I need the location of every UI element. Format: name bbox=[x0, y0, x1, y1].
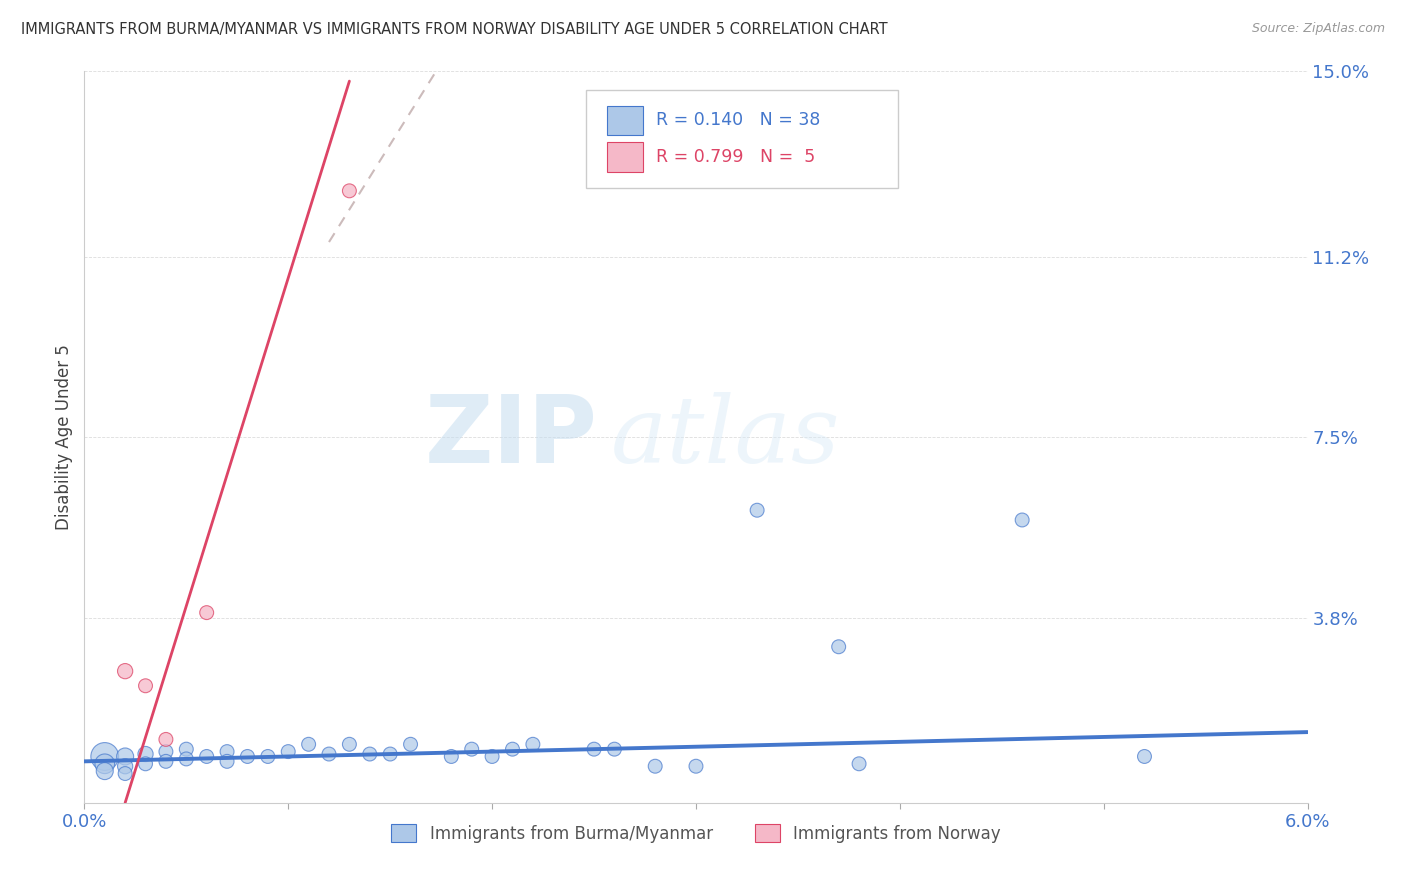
Point bbox=[685, 759, 707, 773]
FancyBboxPatch shape bbox=[586, 90, 898, 188]
Point bbox=[176, 742, 198, 756]
Point bbox=[93, 764, 117, 778]
Point bbox=[114, 749, 136, 764]
Text: R = 0.140   N = 38: R = 0.140 N = 38 bbox=[655, 112, 820, 129]
Point bbox=[318, 747, 340, 761]
Point bbox=[195, 606, 218, 620]
Point bbox=[603, 742, 626, 756]
Point bbox=[155, 732, 177, 747]
Point bbox=[114, 664, 136, 678]
Text: IMMIGRANTS FROM BURMA/MYANMAR VS IMMIGRANTS FROM NORWAY DISABILITY AGE UNDER 5 C: IMMIGRANTS FROM BURMA/MYANMAR VS IMMIGRA… bbox=[21, 22, 887, 37]
Legend: Immigrants from Burma/Myanmar, Immigrants from Norway: Immigrants from Burma/Myanmar, Immigrant… bbox=[385, 818, 1007, 849]
Point bbox=[217, 755, 239, 769]
Point bbox=[155, 745, 177, 759]
Point bbox=[502, 742, 524, 756]
Point bbox=[135, 679, 157, 693]
Point bbox=[339, 737, 361, 751]
Point bbox=[481, 749, 503, 764]
Y-axis label: Disability Age Under 5: Disability Age Under 5 bbox=[55, 344, 73, 530]
Point bbox=[380, 747, 402, 761]
Bar bbox=[606, 106, 644, 135]
Point bbox=[176, 752, 198, 766]
Point bbox=[583, 742, 606, 756]
Text: R = 0.799   N =  5: R = 0.799 N = 5 bbox=[655, 148, 815, 166]
Point bbox=[522, 737, 544, 751]
Point bbox=[217, 745, 239, 759]
Point bbox=[461, 742, 484, 756]
Point bbox=[277, 745, 299, 759]
Point bbox=[848, 756, 870, 771]
Point bbox=[195, 749, 218, 764]
Point bbox=[135, 756, 157, 771]
Point bbox=[359, 747, 381, 761]
Point bbox=[114, 766, 136, 780]
Point bbox=[257, 749, 280, 764]
Point bbox=[93, 749, 117, 764]
Point bbox=[1011, 513, 1033, 527]
Point bbox=[644, 759, 666, 773]
Point bbox=[440, 749, 463, 764]
Point bbox=[339, 184, 361, 198]
Text: ZIP: ZIP bbox=[425, 391, 598, 483]
Point bbox=[155, 755, 177, 769]
Text: Source: ZipAtlas.com: Source: ZipAtlas.com bbox=[1251, 22, 1385, 36]
Point bbox=[93, 756, 117, 771]
Point bbox=[1133, 749, 1156, 764]
Point bbox=[399, 737, 422, 751]
Point bbox=[828, 640, 851, 654]
Text: atlas: atlas bbox=[610, 392, 839, 482]
Bar bbox=[606, 143, 644, 171]
Point bbox=[747, 503, 769, 517]
Point bbox=[236, 749, 259, 764]
Point bbox=[135, 747, 157, 761]
Point bbox=[114, 759, 136, 773]
Point bbox=[298, 737, 321, 751]
